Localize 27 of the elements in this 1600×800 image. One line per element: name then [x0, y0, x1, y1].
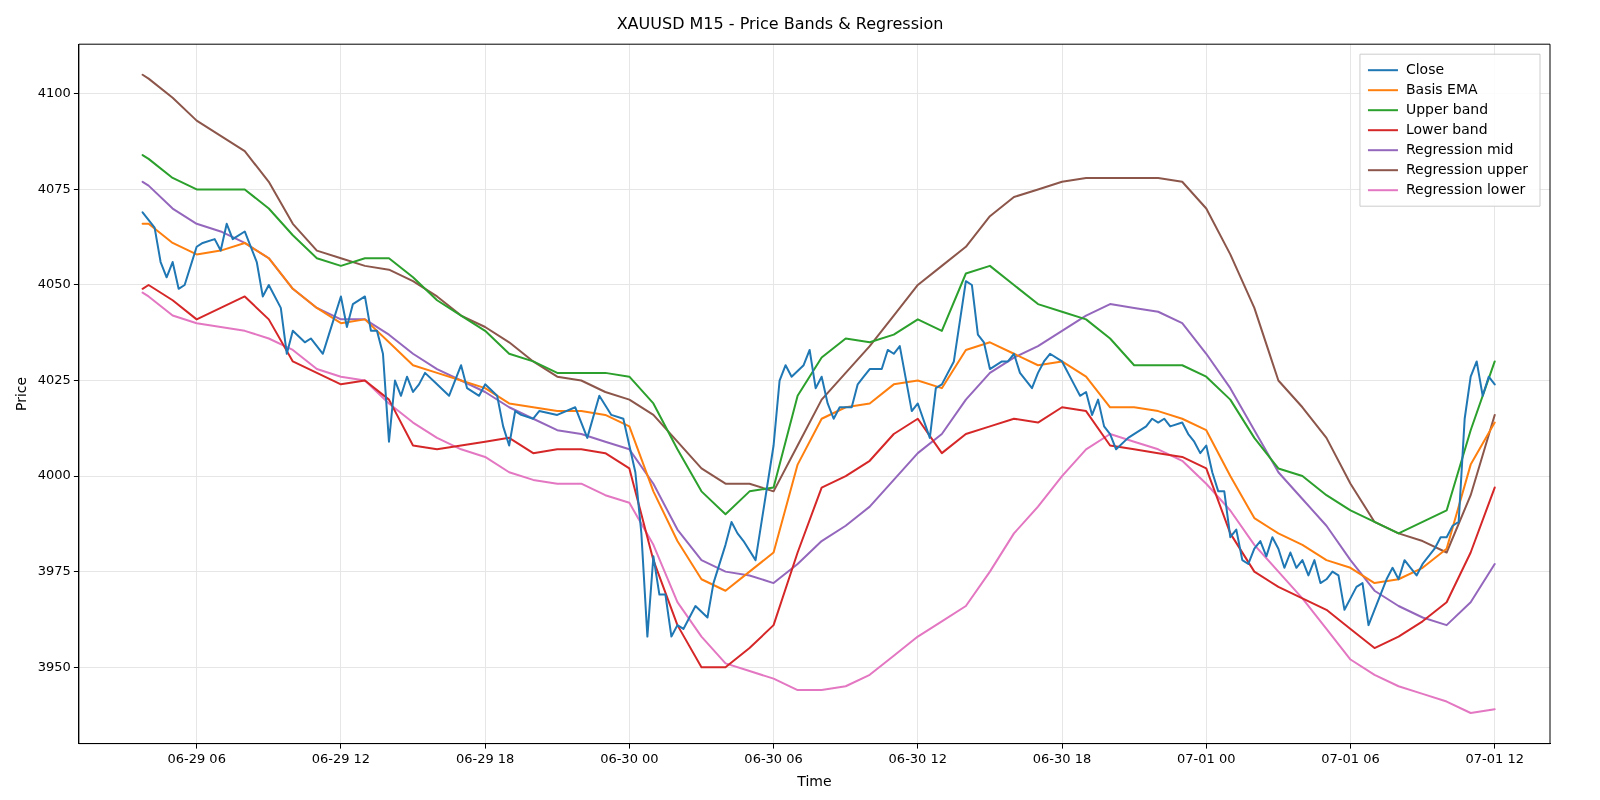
x-tick-label: 06-30 06	[744, 750, 803, 766]
legend-label: Basis EMA	[1405, 80, 1478, 97]
y-tick-label: 4075	[37, 180, 71, 196]
x-tick-label: 07-01 00	[1177, 750, 1236, 766]
y-tick-label: 4100	[37, 85, 71, 101]
chart-title: XAUUSD M15 - Price Bands & Regression	[616, 13, 944, 33]
x-tick-label: 07-01 06	[1321, 750, 1380, 766]
x-tick-label: 06-29 12	[311, 750, 371, 766]
y-axis-title: Price	[13, 376, 30, 411]
y-tick-label: 4025	[37, 371, 71, 387]
x-tick-label: 06-30 12	[888, 750, 948, 766]
y-tick-label: 3950	[37, 658, 71, 674]
x-tick-label: 07-01 12	[1465, 750, 1524, 766]
y-tick-label: 4050	[37, 276, 71, 292]
legend-label: Upper band	[1405, 100, 1489, 117]
x-tick-label: 06-29 06	[167, 750, 226, 766]
y-tick-label: 4000	[37, 467, 71, 483]
legend-label: Close	[1405, 60, 1445, 77]
legend-label: Lower band	[1405, 120, 1488, 137]
x-tick-label: 06-30 00	[600, 750, 659, 766]
legend-label: Regression lower	[1405, 180, 1526, 197]
x-tick-label: 06-29 18	[455, 750, 515, 766]
x-axis-title: Time	[796, 773, 832, 790]
legend-label: Regression upper	[1405, 160, 1529, 177]
y-tick-label: 3975	[37, 562, 71, 578]
x-tick-label: 06-30 18	[1032, 750, 1092, 766]
legend-label: Regression mid	[1405, 140, 1514, 157]
